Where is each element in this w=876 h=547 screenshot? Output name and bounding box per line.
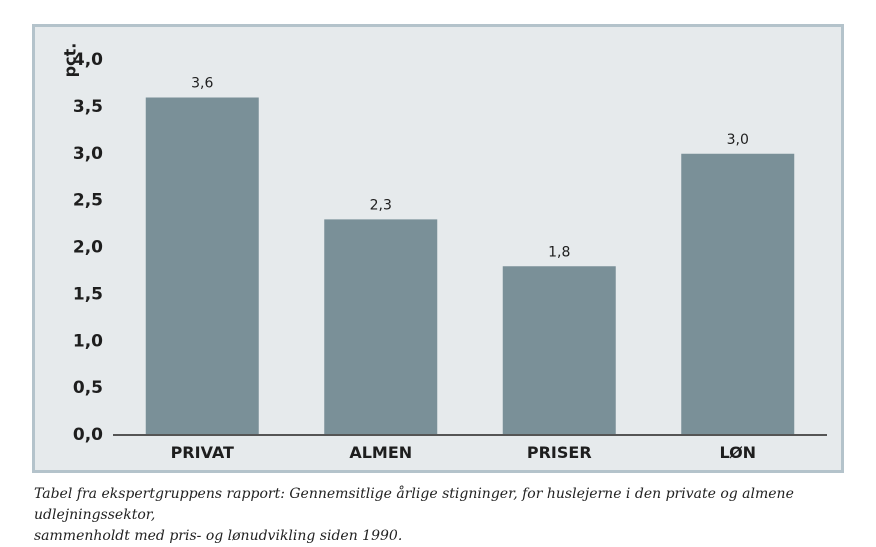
chart-frame: 0,0 0,5 1,0 1,5 2,0 2,5 3,0 3,5 4,0 pct. 3,6 2,3 1…: [32, 24, 844, 473]
y-tick-label: 1,0: [73, 331, 103, 351]
y-axis-ticks: 0,0 0,5 1,0 1,5 2,0 2,5 3,0 3,5 4,0: [73, 50, 103, 445]
bars-group: [145, 97, 795, 435]
bar-value-label: 3,6: [191, 76, 213, 92]
y-tick-label: 4,0: [73, 50, 103, 70]
y-axis-unit-label: pct.: [61, 43, 80, 78]
x-category-label: PRIVAT: [171, 443, 234, 462]
y-tick-label: 2,0: [73, 238, 103, 258]
bar-løn: [681, 153, 795, 435]
x-category-label: LØN: [719, 443, 756, 462]
value-labels-group: 3,6 2,3 1,8 3,0: [191, 76, 749, 261]
bar-almen: [324, 219, 438, 435]
y-tick-label: 3,5: [73, 97, 103, 117]
y-tick-label: 3,0: [73, 144, 103, 164]
category-labels-group: PRIVAT ALMEN PRISER LØN: [171, 443, 756, 462]
y-tick-label: 2,5: [73, 191, 103, 211]
bar-value-label: 3,0: [727, 132, 749, 148]
bar-chart: 0,0 0,5 1,0 1,5 2,0 2,5 3,0 3,5 4,0 pct. 3,6 2,3 1…: [61, 43, 827, 462]
x-category-label: PRISER: [527, 443, 592, 462]
x-category-label: ALMEN: [349, 443, 412, 462]
bar-value-label: 2,3: [370, 197, 392, 213]
caption-line-1: Tabel fra ekspertgruppens rapport: Genne…: [34, 486, 794, 523]
y-tick-label: 0,0: [73, 425, 103, 445]
y-tick-label: 1,5: [73, 284, 103, 304]
caption-line-2: sammenholdt med pris- og lønudvikling si…: [34, 528, 403, 544]
bar-privat: [145, 97, 259, 435]
y-tick-label: 0,5: [73, 378, 103, 398]
bar-value-label: 1,8: [548, 244, 570, 260]
figure-caption: Tabel fra ekspertgruppens rapport: Genne…: [34, 484, 864, 547]
bar-priser: [502, 266, 616, 435]
